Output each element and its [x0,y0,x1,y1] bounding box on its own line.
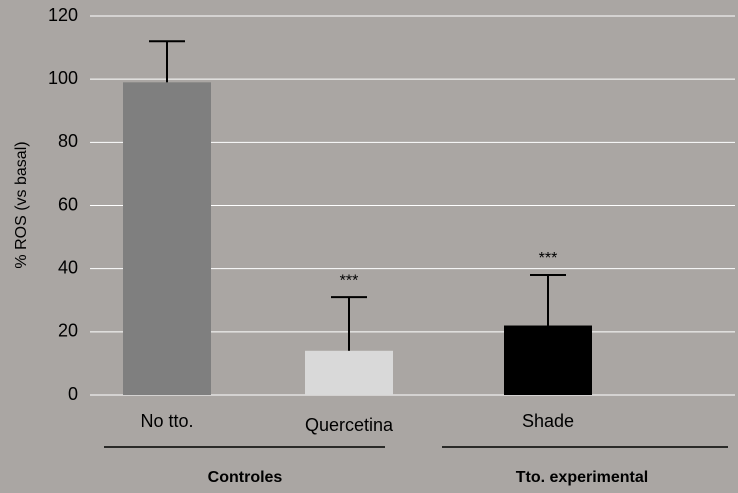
y-tick-label: 80 [58,131,78,151]
y-tick-label: 60 [58,194,78,214]
significance-label: *** [539,250,558,267]
group-label: Controles [208,469,283,486]
error-bar [331,296,367,351]
significance-label: *** [340,272,359,289]
y-tick-label: 100 [48,68,78,88]
y-axis-title: % ROS (vs basal) [13,141,30,268]
bar [123,82,211,395]
error-bar [530,273,566,326]
y-tick-label: 120 [48,5,78,25]
group-label: Tto. experimental [516,469,648,486]
y-tick-label: 0 [68,384,78,404]
x-tick-label: Shade [522,411,574,431]
x-tick-label: No tto. [140,411,193,431]
x-tick-label: Quercetina [305,415,394,435]
error-bar [149,40,185,83]
bar [504,325,592,395]
y-tick-label: 40 [58,257,78,277]
bar [305,350,393,395]
y-tick-label: 20 [58,321,78,341]
